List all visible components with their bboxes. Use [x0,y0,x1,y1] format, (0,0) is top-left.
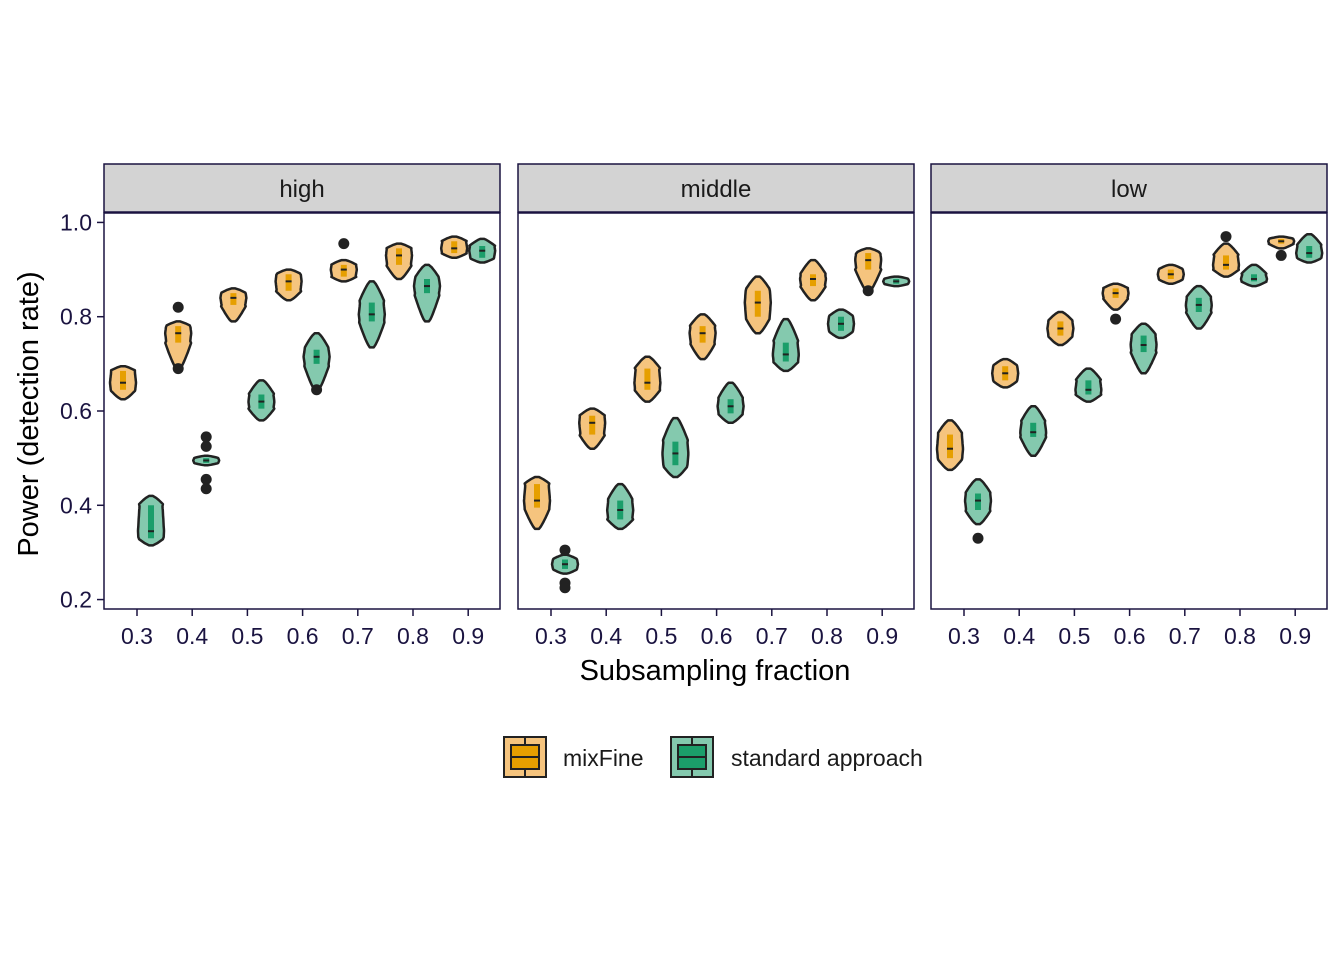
outlier-point [1275,249,1287,261]
box-0.9 [865,253,872,270]
x-tick-label: 0.3 [121,623,153,649]
outlier-point [559,582,571,594]
x-tick-label: 0.4 [176,623,208,649]
x-tick-label: 0.5 [1058,623,1090,649]
facet-strip [930,163,1328,213]
outlier-point [338,238,350,250]
outlier-point [200,483,212,495]
box-0.3 [120,370,126,390]
box-0.8 [396,248,402,265]
box-0.8 [1251,274,1257,282]
legend-label: mixFine [563,745,644,771]
outlier-point [172,301,184,313]
series-mixfine [522,247,883,531]
box-0.7 [782,342,789,362]
box-0.8 [1223,255,1229,270]
box-0.6 [699,326,706,343]
x-tick-label: 0.9 [1279,623,1311,649]
outlier-point [311,384,323,396]
y-axis-label: Power (detection rate) [13,271,45,556]
x-tick-label: 0.8 [1224,623,1256,649]
legend-item-mixfine: mixFine [503,736,644,778]
x-axis-label: Subsampling fraction [580,655,851,687]
legend-label: standard approach [731,745,923,771]
box-0.7 [754,290,761,317]
outlier-point [200,473,212,485]
series-standard-approach [963,232,1324,544]
outlier-point [200,431,212,443]
legend-item-standard-approach: standard approach [670,736,923,778]
facet-panels: high 0.3 0.4 0.5 0.6 0.7 0.8 0.9 0.2 0.4 0.6 0.8 1.0… [60,163,1328,649]
box-0.3 [148,505,154,539]
legend: mixFine standard approach [503,736,923,778]
y-tick-label: 1.0 [60,209,92,235]
series-mixfine [935,231,1296,472]
box-0.7 [340,264,347,277]
box-0.9 [1306,246,1313,258]
panel-frame [517,212,915,610]
x-tick-label: 0.6 [701,623,733,649]
x-tick-label: 0.7 [1169,623,1201,649]
box-0.8 [810,274,816,287]
series-standard-approach [136,237,497,547]
box-0.3 [534,484,540,508]
x-tick-label: 0.8 [811,623,843,649]
box-0.6 [285,274,292,291]
violin-0.4 [163,320,193,370]
x-tick-label: 0.3 [948,623,980,649]
x-tick-label: 0.5 [231,623,263,649]
x-tick-label: 0.8 [397,623,429,649]
series-standard-approach [550,275,911,594]
outlier-point [1220,231,1232,243]
y-tick-label: 0.2 [60,587,92,613]
x-tick-label: 0.6 [287,623,319,649]
panel-high: high 0.3 0.4 0.5 0.6 0.7 0.8 0.9 0.2 0.4 0.6 0.8 1.0 [60,163,501,649]
y-tick-label: 0.4 [60,492,92,518]
panel-low: low 0.3 0.4 0.5 0.6 0.7 0.8 0.9 [930,163,1328,649]
box-0.5 [1085,380,1092,395]
x-tick-label: 0.4 [1003,623,1035,649]
facet-title: low [1111,176,1148,203]
box-0.5 [230,293,237,305]
outlier-point [972,532,984,544]
box-0.3 [947,434,953,459]
box-0.4 [589,415,596,435]
facet-title: middle [681,176,752,203]
x-tick-label: 0.7 [342,623,374,649]
outlier-point [200,440,212,452]
y-tick-label: 0.8 [60,304,92,330]
x-tick-label: 0.9 [866,623,898,649]
x-tick-label: 0.5 [645,623,677,649]
y-tick-label: 0.6 [60,398,92,424]
violin-0.8 [412,263,442,323]
x-tick-label: 0.9 [452,623,484,649]
panel-middle: middle 0.3 0.4 0.5 0.6 0.7 0.8 0.9 [517,163,915,649]
facet-title: high [279,176,324,203]
outlier-point [559,544,571,556]
x-tick-label: 0.6 [1114,623,1146,649]
box-0.6 [1140,335,1147,353]
outlier-point [172,363,184,375]
box-0.4 [175,326,182,343]
outlier-point [1110,313,1122,325]
violin-0.9 [853,247,883,293]
box-0.5 [644,368,651,390]
box-0.9 [451,241,458,254]
series-mixfine [108,235,469,401]
box-0.3 [975,493,981,510]
panel-frame [930,212,1328,610]
box-0.4 [1030,422,1037,437]
x-tick-label: 0.3 [535,623,567,649]
panel-frame [103,212,501,610]
facet-strip [517,163,915,213]
box-0.7 [368,302,375,322]
outlier-point [862,285,874,297]
x-tick-label: 0.7 [756,623,788,649]
box-0.9 [479,246,486,258]
x-tick-label: 0.4 [590,623,622,649]
facet-strip [103,163,501,213]
